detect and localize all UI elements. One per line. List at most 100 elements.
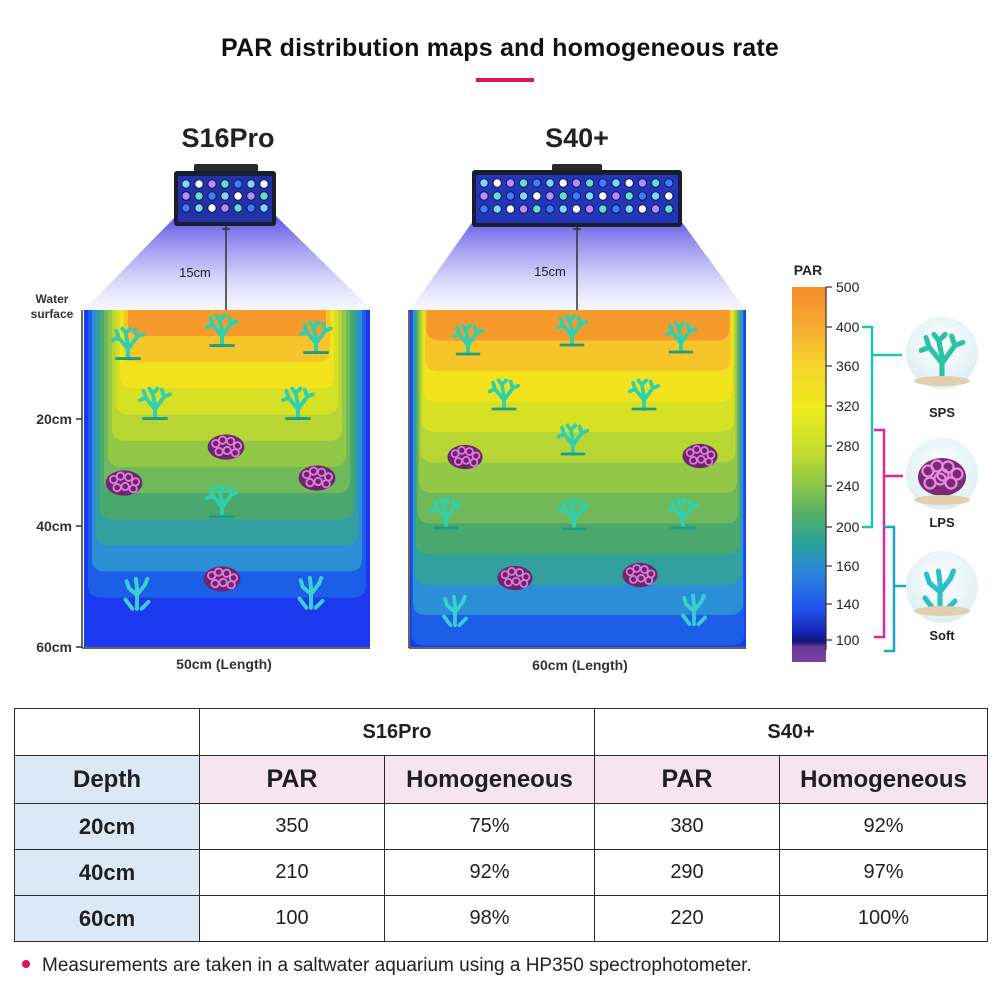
led-dot bbox=[181, 203, 191, 213]
sps-coral-icon bbox=[487, 378, 521, 411]
led-dot bbox=[246, 191, 256, 201]
led-dot bbox=[650, 204, 661, 214]
soft-coral-icon bbox=[681, 593, 707, 627]
led-dot bbox=[207, 191, 217, 201]
led-dot bbox=[518, 191, 529, 201]
legend-sps-label: SPS bbox=[929, 405, 955, 420]
led-dot bbox=[558, 191, 568, 201]
led-dot bbox=[611, 204, 621, 214]
colorbar-ticks: 500 400 360 320 280 240 200 160 140 100 bbox=[826, 279, 860, 648]
soft-coral-icon bbox=[442, 594, 468, 628]
table-cell-homogeneous: 97% bbox=[778, 849, 989, 896]
footnote: Measurements are taken in a saltwater aq… bbox=[22, 955, 752, 977]
par-distribution-figure: S16Pro S40+ 15cm 15cm Water surface 20cm … bbox=[31, 123, 978, 673]
sps-coral-icon bbox=[138, 386, 172, 421]
led-dot bbox=[518, 178, 529, 188]
coral-markers-s40plus bbox=[429, 314, 718, 628]
led-dot bbox=[624, 204, 634, 214]
sps-coral-icon bbox=[299, 320, 333, 355]
led-dot bbox=[505, 178, 516, 188]
range-bracket-soft bbox=[884, 525, 906, 653]
led-dot bbox=[584, 204, 595, 214]
led-dot bbox=[532, 204, 542, 214]
sps-coral-icon bbox=[664, 321, 698, 354]
light-beam-s40plus bbox=[410, 214, 746, 310]
sps-coral-icon bbox=[555, 314, 589, 347]
colorbar-tick-label: 240 bbox=[836, 478, 860, 494]
led-dot bbox=[598, 204, 608, 214]
lps-coral-icon bbox=[682, 443, 718, 469]
led-dot bbox=[181, 191, 191, 201]
led-dot bbox=[571, 178, 582, 188]
heatmap-band bbox=[128, 310, 326, 337]
soft-coral-icon bbox=[123, 576, 151, 611]
table-cell-par: 220 bbox=[594, 895, 780, 942]
table-model-s40plus: S40+ bbox=[593, 708, 989, 756]
range-bracket-lps bbox=[874, 428, 903, 639]
x-label-s40plus: 60cm (Length) bbox=[532, 657, 628, 673]
led-dot bbox=[492, 204, 502, 214]
colorbar-tick-label: 320 bbox=[836, 398, 860, 414]
colorbar bbox=[792, 287, 826, 662]
led-dot bbox=[220, 179, 230, 189]
table-homogeneous-header: Homogeneous bbox=[384, 755, 595, 804]
table-corner-cell bbox=[14, 708, 200, 756]
led-dot bbox=[545, 204, 555, 214]
led-dot bbox=[584, 191, 595, 201]
led-dot bbox=[624, 178, 634, 188]
led-dot bbox=[611, 191, 621, 201]
table-cell-par: 100 bbox=[199, 895, 385, 942]
table-depth-cell: 40cm bbox=[14, 849, 200, 896]
led-dot bbox=[479, 191, 489, 201]
legend-soft: Soft bbox=[906, 551, 978, 643]
lps-coral-icon bbox=[447, 444, 483, 470]
led-dot bbox=[194, 179, 204, 189]
led-dot bbox=[637, 191, 648, 201]
lps-coral-icon bbox=[105, 470, 143, 496]
lps-coral-icon bbox=[298, 465, 336, 491]
fixture-s16pro bbox=[174, 164, 276, 226]
led-dot bbox=[545, 178, 555, 188]
table-cell-homogeneous: 98% bbox=[384, 895, 595, 942]
table-cell-homogeneous: 75% bbox=[384, 803, 595, 850]
model-label-s40plus: S40+ bbox=[545, 123, 609, 153]
led-dot bbox=[207, 179, 217, 189]
led-dot bbox=[598, 178, 608, 188]
lps-coral-icon bbox=[497, 565, 533, 591]
led-dot bbox=[598, 191, 608, 201]
bullet-icon bbox=[22, 959, 30, 968]
y-tick-20cm: 20cm bbox=[36, 411, 72, 427]
led-dot bbox=[637, 178, 648, 188]
led-dot bbox=[624, 191, 634, 201]
colorbar-tick-label: 360 bbox=[836, 358, 860, 374]
led-dot bbox=[194, 203, 204, 213]
led-dot bbox=[558, 204, 568, 214]
table-row: 60cm 100 98% 220 100% bbox=[14, 895, 989, 942]
table-depth-header: Depth bbox=[14, 755, 200, 804]
legend-lps: LPS bbox=[906, 438, 978, 530]
led-dot bbox=[220, 191, 230, 201]
sps-coral-icon bbox=[627, 378, 661, 411]
led-dot bbox=[194, 191, 204, 201]
table-cell-homogeneous: 92% bbox=[778, 803, 989, 850]
table-row: 20cm 350 75% 380 92% bbox=[14, 803, 989, 850]
led-dot bbox=[233, 191, 243, 201]
soft-coral-icon bbox=[297, 575, 325, 610]
led-dot bbox=[571, 204, 582, 214]
led-dot bbox=[571, 191, 582, 201]
table-cell-homogeneous: 100% bbox=[778, 895, 989, 942]
led-dot bbox=[207, 203, 217, 213]
table-cell-par: 350 bbox=[199, 803, 385, 850]
table-model-s16pro: S16Pro bbox=[199, 708, 595, 756]
lps-coral-icon bbox=[207, 434, 245, 460]
led-dot bbox=[545, 191, 555, 201]
led-dot bbox=[637, 204, 648, 214]
legend-lps-label: LPS bbox=[929, 515, 955, 530]
led-dot bbox=[259, 203, 269, 213]
sps-coral-icon bbox=[111, 326, 145, 361]
legend-soft-label: Soft bbox=[929, 628, 955, 643]
led-dot bbox=[650, 178, 661, 188]
table-homogeneous-header: Homogeneous bbox=[778, 755, 989, 804]
led-dot bbox=[246, 203, 256, 213]
sps-coral-icon bbox=[429, 497, 463, 530]
